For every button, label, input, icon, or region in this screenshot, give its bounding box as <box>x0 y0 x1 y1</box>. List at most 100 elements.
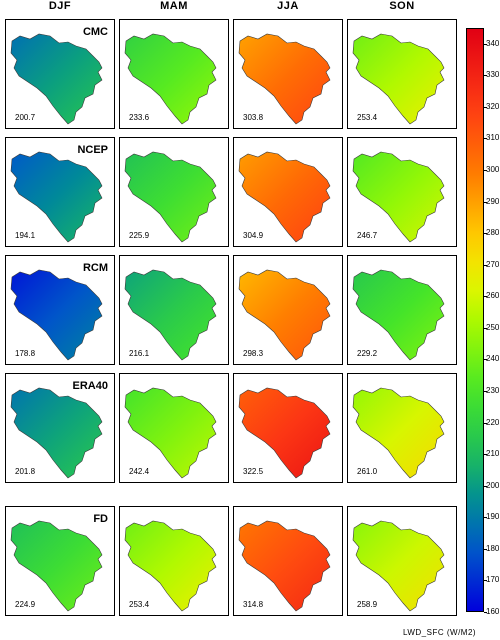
colorbar-tick-label: 320 <box>486 101 500 111</box>
colorbar-tickmark <box>484 201 487 203</box>
colorbar-tick-label: 190 <box>486 512 500 522</box>
colorbar-tickmark <box>484 612 487 613</box>
colorbar-tick-label: 200 <box>486 480 500 490</box>
basin-map <box>124 151 217 243</box>
map-panel-ncep-mam: 225.9 <box>119 137 229 247</box>
season-label-son: SON <box>389 0 415 12</box>
map-panel-ncep-jja: 304.9 <box>233 137 343 247</box>
map-panel-fd-mam: 253.4 <box>119 506 229 616</box>
mean-value-label: 304.9 <box>243 231 264 240</box>
mean-value-label: 322.5 <box>243 467 264 476</box>
colorbar-tick-label: 330 <box>486 70 500 80</box>
colorbar-tickmark <box>484 454 487 456</box>
mean-value-label: 194.1 <box>15 231 36 240</box>
map-panel-cmc-djf: CMC 200.7 <box>5 19 115 129</box>
mean-value-label: 253.4 <box>129 600 150 609</box>
mean-value-label: 258.9 <box>357 600 378 609</box>
mean-value-label: 261.0 <box>357 467 378 476</box>
colorbar-tickmark <box>484 327 487 329</box>
colorbar-tick-label: 210 <box>486 449 500 459</box>
basin-map <box>238 520 331 612</box>
colorbar-tick-label: 290 <box>486 196 500 206</box>
model-label-fd: FD <box>93 513 108 525</box>
map-panel-cmc-mam: 233.6 <box>119 19 229 129</box>
colorbar-tickmark <box>484 138 487 140</box>
colorbar: 340 330 320 310 300 290 280 270 260 250 240 230 220 2… <box>466 28 500 616</box>
mean-value-label: 200.7 <box>15 113 36 122</box>
map-panel-era40-jja: 322.5 <box>233 373 343 483</box>
model-label-rcm: RCM <box>82 262 108 274</box>
colorbar-tickmark <box>484 75 487 77</box>
colorbar-tick-label: 270 <box>486 259 500 269</box>
mean-value-label: 253.4 <box>357 113 378 122</box>
map-panel-rcm-son: 229.2 <box>347 255 457 365</box>
basin-map <box>124 520 217 612</box>
basin-map <box>352 33 445 125</box>
mean-value-label: 242.4 <box>129 467 150 476</box>
colorbar-gradient <box>466 28 484 612</box>
colorbar-tick-label: 340 <box>486 38 500 48</box>
colorbar-tick-label: 310 <box>486 133 500 143</box>
colorbar-tick-label: 160 <box>486 607 500 616</box>
colorbar-tickmark <box>484 422 487 424</box>
basin-map <box>124 269 217 361</box>
map-panel-era40-djf: ERA40 201.8 <box>5 373 115 483</box>
mean-value-label: 224.9 <box>15 600 36 609</box>
basin-map <box>238 33 331 125</box>
mean-value-label: 216.1 <box>129 349 150 358</box>
basin-map <box>124 33 217 125</box>
basin-map <box>238 387 331 479</box>
colorbar-tickmark <box>484 264 487 266</box>
colorbar-tick-label: 250 <box>486 322 500 332</box>
basin-map <box>10 269 103 361</box>
basin-map <box>352 520 445 612</box>
colorbar-tickmark <box>484 517 487 519</box>
map-panel-era40-son: 261.0 <box>347 373 457 483</box>
mean-value-label: 201.8 <box>15 467 36 476</box>
colorbar-tickmark <box>484 43 487 45</box>
basin-map <box>124 387 217 479</box>
mean-value-label: 233.6 <box>129 113 150 122</box>
colorbar-tick-label: 180 <box>486 543 500 553</box>
mean-value-label: 229.2 <box>357 349 378 358</box>
basin-map <box>352 151 445 243</box>
basin-map <box>238 269 331 361</box>
basin-map <box>10 33 103 125</box>
colorbar-tick-label: 240 <box>486 354 500 364</box>
colorbar-tickmark <box>484 485 487 487</box>
season-label-djf: DJF <box>48 0 72 12</box>
season-label-mam: MAM <box>160 0 188 12</box>
colorbar-tickmark <box>484 391 487 393</box>
map-panel-fd-jja: 314.8 <box>233 506 343 616</box>
colorbar-tick-label: 300 <box>486 165 500 175</box>
basin-map <box>10 520 103 612</box>
map-panel-ncep-djf: NCEP 194.1 <box>5 137 115 247</box>
map-panel-rcm-mam: 216.1 <box>119 255 229 365</box>
mean-value-label: 225.9 <box>129 231 150 240</box>
map-panel-rcm-jja: 298.3 <box>233 255 343 365</box>
map-panel-ncep-son: 246.7 <box>347 137 457 247</box>
colorbar-units-label: LWD_SFC (W/M2) <box>403 628 477 637</box>
map-panel-fd-djf: FD 224.9 <box>5 506 115 616</box>
map-panel-rcm-djf: RCM 178.8 <box>5 255 115 365</box>
colorbar-tickmark <box>484 580 487 582</box>
colorbar-tickmark <box>484 106 487 108</box>
map-panel-cmc-jja: 303.8 <box>233 19 343 129</box>
colorbar-tickmark <box>484 170 487 172</box>
colorbar-tickmark <box>484 548 487 550</box>
map-panel-fd-son: 258.9 <box>347 506 457 616</box>
mean-value-label: 178.8 <box>15 349 36 358</box>
mean-value-label: 303.8 <box>243 113 264 122</box>
colorbar-tick-label: 220 <box>486 417 500 427</box>
colorbar-tick-label: 280 <box>486 228 500 238</box>
colorbar-tickmark <box>484 233 487 235</box>
mean-value-label: 314.8 <box>243 600 264 609</box>
colorbar-tickmark <box>484 359 487 361</box>
basin-map <box>352 387 445 479</box>
map-panel-cmc-son: 253.4 <box>347 19 457 129</box>
colorbar-tick-label: 260 <box>486 291 500 301</box>
model-label-era40: ERA40 <box>72 380 108 392</box>
model-label-cmc: CMC <box>82 26 108 38</box>
basin-map <box>10 151 103 243</box>
